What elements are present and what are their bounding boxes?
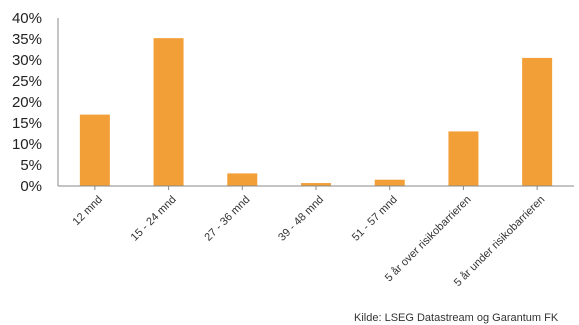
x-axis: 12 mnd 15 - 24 mnd 27 - 36 mnd 39 - 48 mnd 5…: [58, 185, 574, 289]
bar: [374, 179, 405, 186]
bar: [227, 173, 258, 186]
bar: [153, 38, 184, 186]
bar: [301, 183, 331, 186]
source-note: Kilde: LSEG Datastream og Garantum FK: [354, 312, 559, 324]
x-category-label: 15 - 24 mnd: [129, 194, 179, 244]
x-category-label: 51 - 57 mnd: [350, 194, 400, 244]
y-tick-label: 0%: [20, 178, 42, 195]
bars-group: [79, 38, 553, 187]
y-tick-label: 25%: [12, 73, 42, 90]
y-tick-label: 5%: [20, 157, 42, 174]
x-category-label: 39 - 48 mnd: [276, 194, 326, 244]
y-axis: 0% 5% 10% 15% 20% 25% 30% 35% 40%: [12, 10, 59, 195]
x-category-label: 12 mnd: [71, 194, 105, 228]
bar: [79, 114, 110, 186]
x-category-label: 27 - 36 mnd: [202, 194, 252, 244]
y-tick-label: 10%: [12, 136, 42, 153]
y-tick-label: 15%: [12, 115, 42, 132]
x-category-label: 5 år over risikobarrieren: [383, 194, 474, 285]
y-tick-label: 40%: [12, 10, 42, 27]
y-tick-label: 20%: [12, 94, 42, 111]
y-tick-label: 35%: [12, 31, 42, 48]
bar: [448, 131, 479, 186]
y-tick-label: 30%: [12, 52, 42, 69]
bar: [522, 57, 553, 187]
